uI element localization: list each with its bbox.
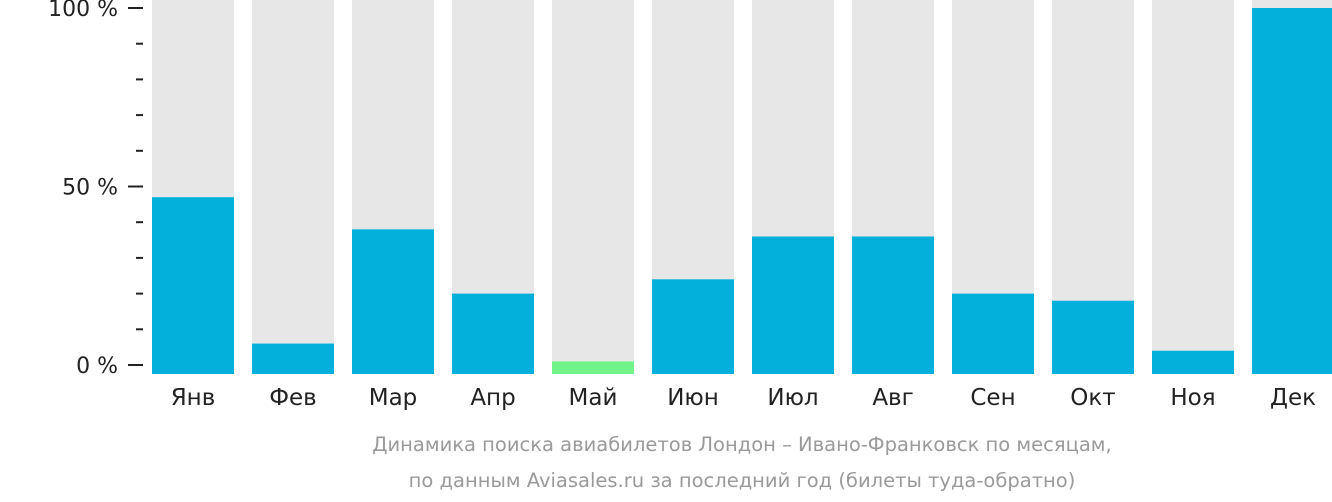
background-bars <box>152 0 1332 374</box>
bar-3 <box>352 229 434 374</box>
bar-4 <box>452 293 534 374</box>
bar-12 <box>1252 8 1332 374</box>
x-tick-label-1: Янв <box>171 385 216 411</box>
y-tick-label-3: 0 % <box>76 354 118 379</box>
bar-11 <box>1152 350 1234 374</box>
y-tick-label-1: 100 % <box>48 0 118 22</box>
bar-5 <box>552 361 634 374</box>
x-axis: Янв Фев Мар Апр Май Июн Июл Авг Сен Окт Ноя Дек <box>171 385 1316 411</box>
bar-10 <box>1052 300 1134 374</box>
bar-9 <box>952 293 1034 374</box>
bar-6 <box>652 279 734 374</box>
background-bar-2 <box>252 0 334 374</box>
x-tick-label-12: Дек <box>1270 385 1316 411</box>
value-bars <box>152 8 1332 374</box>
x-tick-label-10: Окт <box>1070 385 1115 411</box>
bar-2 <box>252 343 334 374</box>
bar-1 <box>152 197 234 374</box>
caption-line-2: по данным Aviasales.ru за последний год … <box>409 469 1076 492</box>
caption-line-1: Динамика поиска авиабилетов Лондон – Ива… <box>372 433 1111 456</box>
background-bar-5 <box>552 0 634 374</box>
x-tick-label-8: Авг <box>872 385 913 411</box>
chart-caption: Динамика поиска авиабилетов Лондон – Ива… <box>372 433 1111 492</box>
y-tick-label-2: 50 % <box>62 176 118 201</box>
x-tick-label-7: Июл <box>767 385 818 411</box>
bar-8 <box>852 236 934 374</box>
x-tick-label-3: Мар <box>369 385 418 411</box>
x-tick-label-2: Фев <box>269 385 317 411</box>
x-tick-label-6: Июн <box>667 385 719 411</box>
background-bar-11 <box>1152 0 1234 374</box>
x-tick-label-9: Сен <box>970 385 1015 411</box>
bar-7 <box>752 236 834 374</box>
x-tick-label-11: Ноя <box>1170 385 1215 411</box>
x-tick-label-4: Апр <box>470 385 515 411</box>
x-tick-label-5: Май <box>569 385 618 411</box>
y-axis: 100 % 50 % 0 % <box>48 0 143 379</box>
